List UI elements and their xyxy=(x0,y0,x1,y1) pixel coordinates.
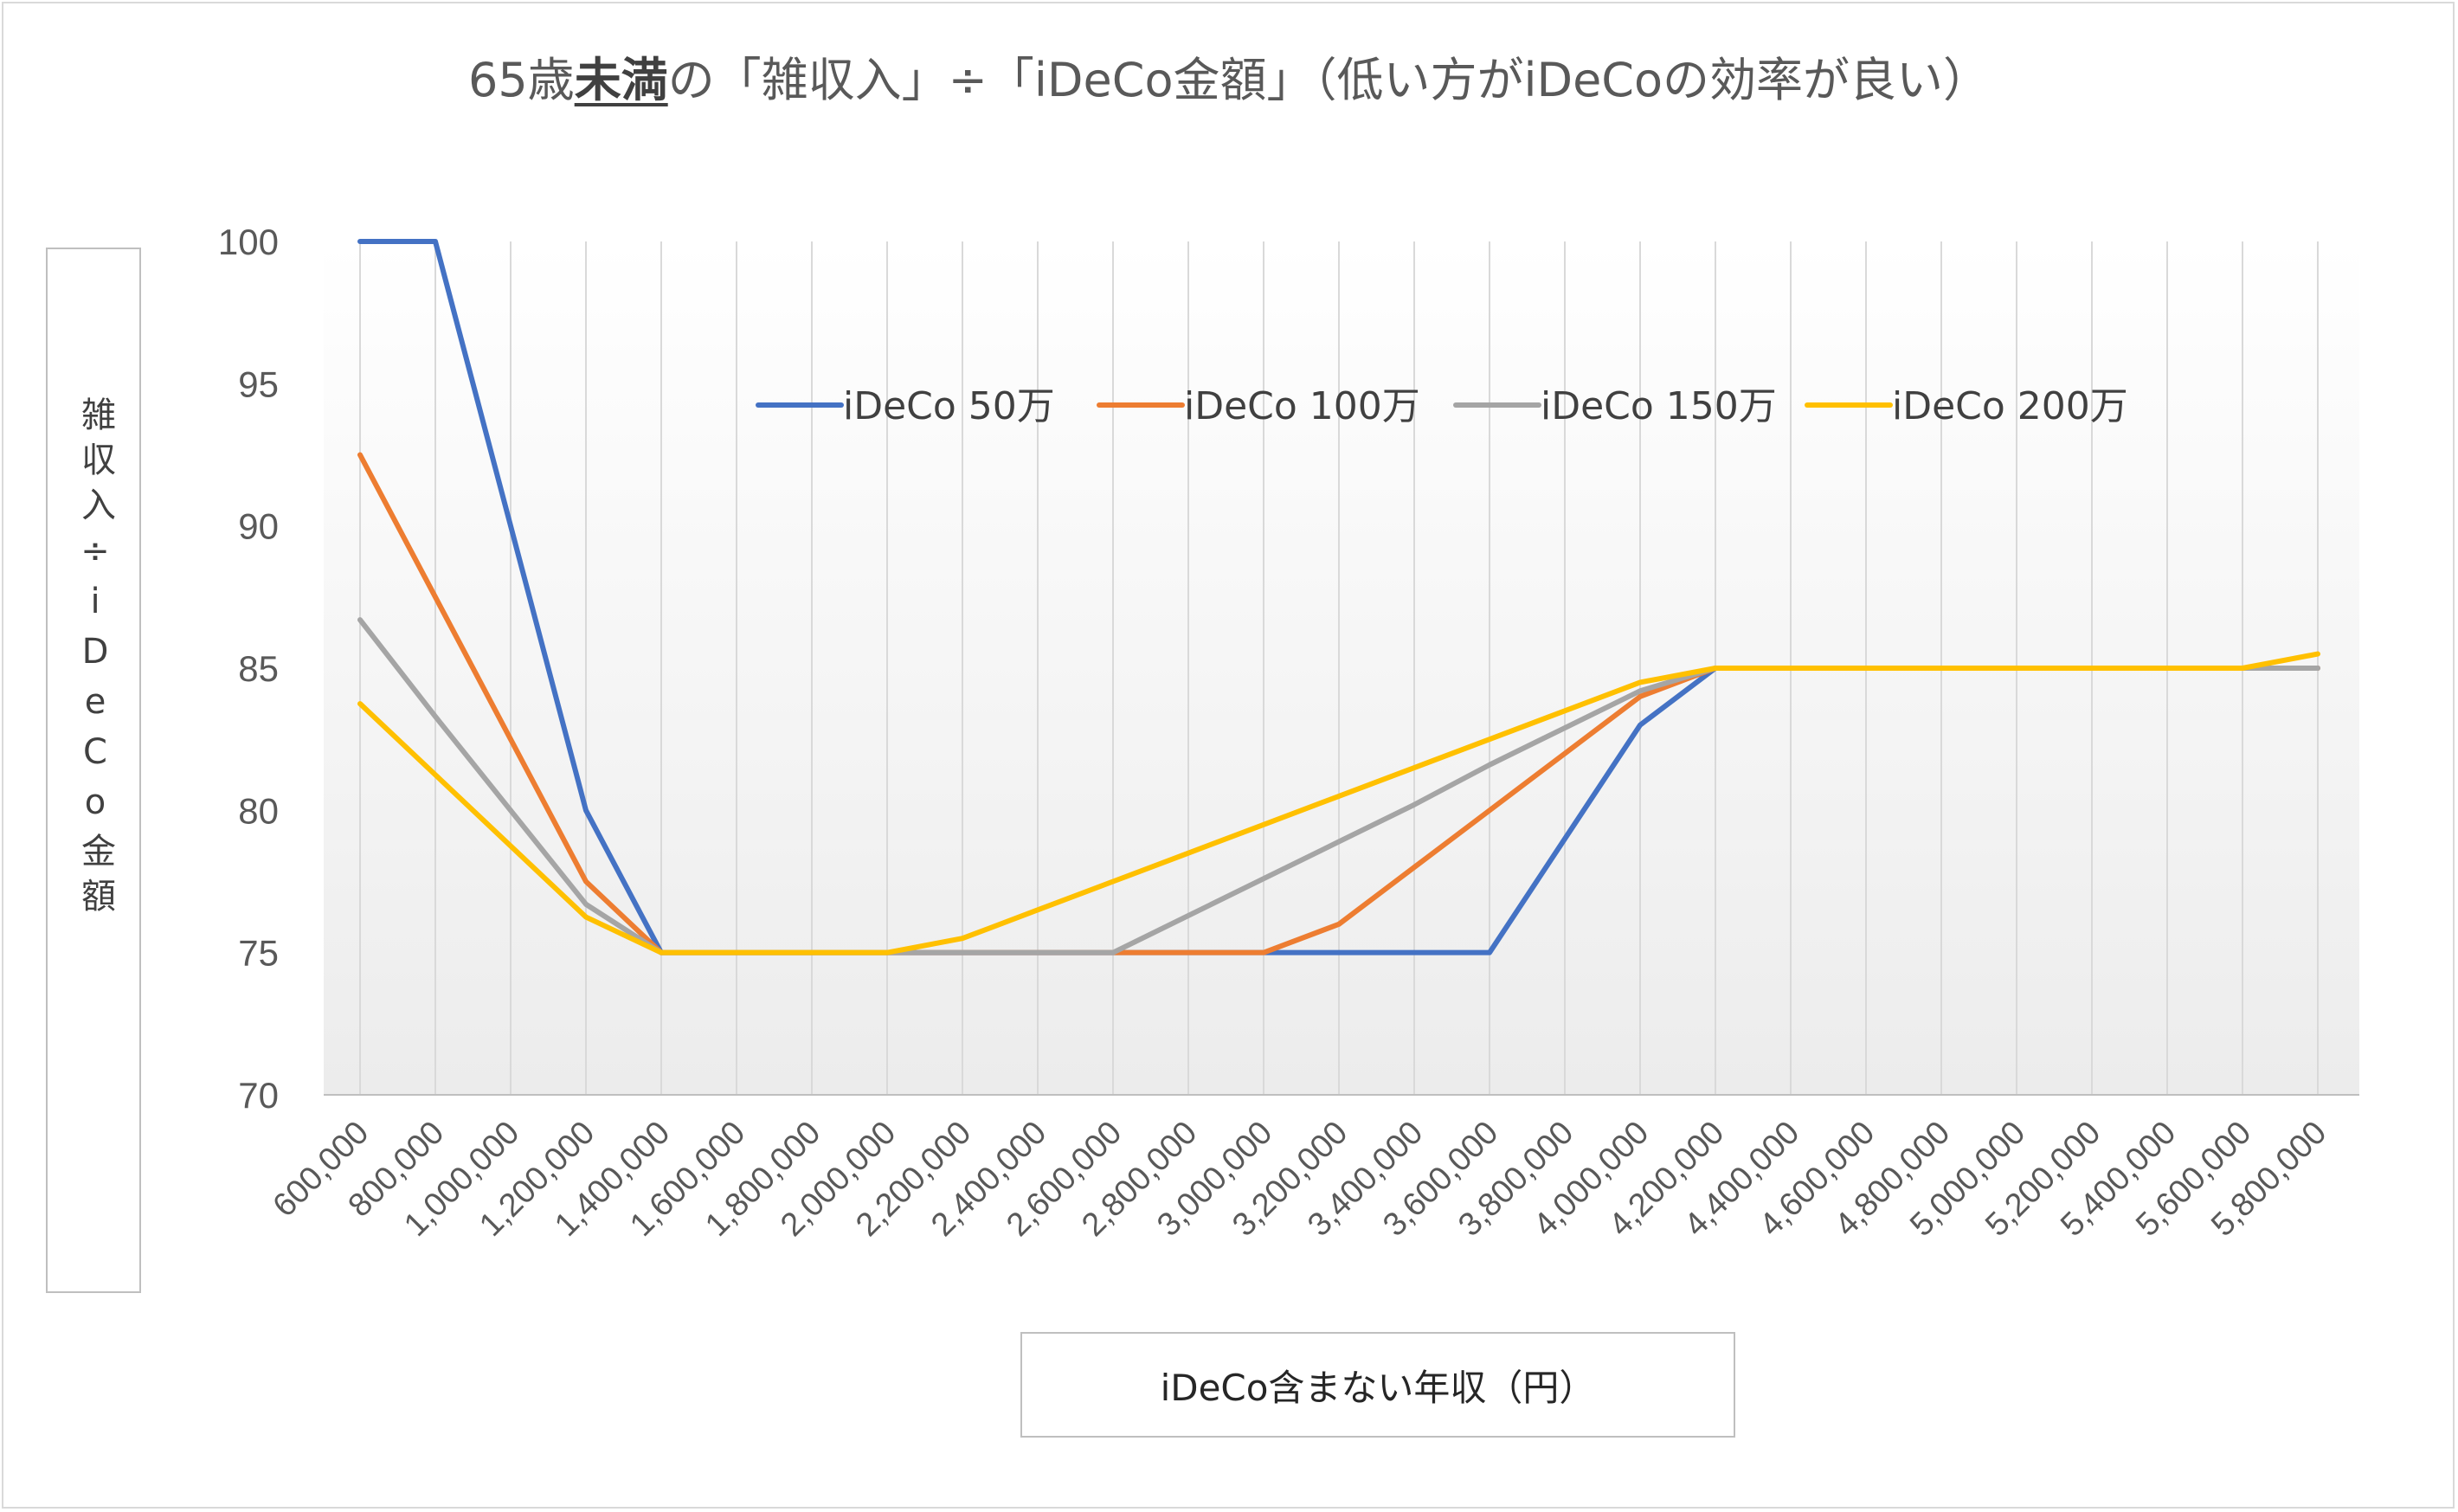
y-axis-label: 雑収入÷iDeCo金額 xyxy=(75,396,115,923)
series-lines xyxy=(357,239,2320,955)
legend-label: iDeCo 100万 xyxy=(1184,384,1420,428)
y-tick-label: 75 xyxy=(238,933,279,974)
y-tick-label: 100 xyxy=(218,222,279,262)
legend: iDeCo 50万 iDeCo 100万 iDeCo 150万 iDeCo 200万 xyxy=(756,384,2128,428)
x-axis-label-box: iDeCo含まない年収（円） xyxy=(1020,1332,1735,1438)
x-axis-label: iDeCo含まない年収（円） xyxy=(1160,1366,1596,1409)
y-tick-label: 95 xyxy=(238,364,279,404)
y-tick-label: 85 xyxy=(238,648,279,689)
series-line xyxy=(357,651,2320,955)
y-tick-label: 70 xyxy=(238,1075,279,1116)
y-axis-label-box: 雑収入÷iDeCo金額 xyxy=(46,248,141,1293)
chart-title: 65歳未満の「雑収入」÷「iDeCo金額」（低い方がiDeCoの効率が良い） xyxy=(0,42,2458,110)
title-suffix: の「雑収入」÷「iDeCo金額」（低い方がiDeCoの効率が良い） xyxy=(667,53,1991,107)
legend-label: iDeCo 50万 xyxy=(843,384,1055,428)
title-prefix: 65歳 xyxy=(467,53,575,107)
y-tick-label: 90 xyxy=(238,506,279,547)
legend-label: iDeCo 150万 xyxy=(1541,384,1777,428)
title-emphasis: 未満 xyxy=(574,53,668,107)
legend-label: iDeCo 200万 xyxy=(1892,384,2128,428)
y-tick-label: 80 xyxy=(238,790,279,831)
